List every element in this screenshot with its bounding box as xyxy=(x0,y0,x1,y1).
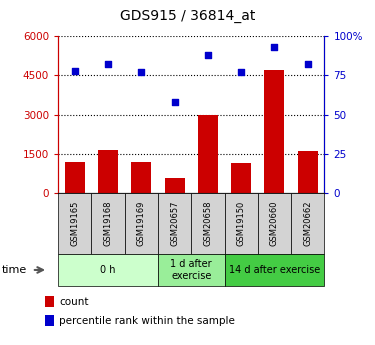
Text: time: time xyxy=(2,265,27,275)
Text: GSM20657: GSM20657 xyxy=(170,201,179,246)
Text: GSM20662: GSM20662 xyxy=(303,201,312,246)
Text: 14 d after exercise: 14 d after exercise xyxy=(229,265,320,275)
Text: GDS915 / 36814_at: GDS915 / 36814_at xyxy=(120,9,255,23)
Bar xyxy=(98,150,118,193)
Point xyxy=(272,45,278,50)
Bar xyxy=(65,162,85,193)
Text: GSM20658: GSM20658 xyxy=(203,201,212,246)
Point xyxy=(72,68,78,73)
Text: GSM20660: GSM20660 xyxy=(270,201,279,246)
Text: 0 h: 0 h xyxy=(100,265,116,275)
Text: percentile rank within the sample: percentile rank within the sample xyxy=(59,316,235,326)
Bar xyxy=(45,315,54,326)
Bar xyxy=(45,296,54,307)
Text: 1 d after
exercise: 1 d after exercise xyxy=(170,259,212,281)
Text: GSM19150: GSM19150 xyxy=(237,201,246,246)
Bar xyxy=(298,151,318,193)
Point xyxy=(105,62,111,67)
Point xyxy=(238,70,244,75)
Point xyxy=(205,52,211,58)
Point xyxy=(172,99,178,105)
Bar xyxy=(198,115,218,193)
Bar xyxy=(264,70,284,193)
Point xyxy=(305,62,311,67)
Bar xyxy=(231,163,251,193)
Text: GSM19168: GSM19168 xyxy=(104,201,112,246)
Text: GSM19169: GSM19169 xyxy=(137,201,146,246)
Text: GSM19165: GSM19165 xyxy=(70,201,79,246)
Point xyxy=(138,70,144,75)
Bar xyxy=(165,178,184,193)
Bar xyxy=(131,162,151,193)
Text: count: count xyxy=(59,297,89,307)
